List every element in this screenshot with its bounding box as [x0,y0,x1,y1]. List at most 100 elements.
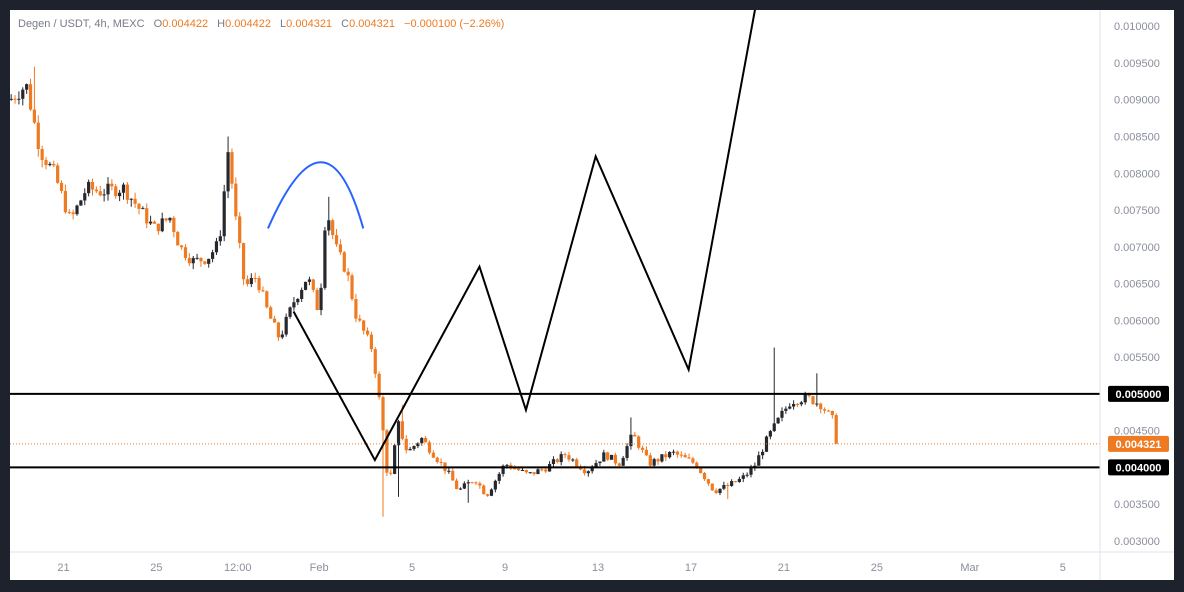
candle [563,452,567,459]
candle-body [269,307,273,319]
candle [191,255,195,270]
candle-body [381,397,385,431]
candle-body [400,421,404,439]
candle [222,184,226,242]
current-price-tag: 0.004321 [1108,435,1169,452]
candle [435,456,439,464]
candle-body [172,217,176,233]
candle [334,228,339,247]
candle [172,215,176,238]
candle-body [435,457,439,462]
candle-body [377,373,381,398]
candle-body [571,459,575,461]
candle [730,479,734,487]
candle [346,268,350,282]
candle-body [625,446,629,458]
candle-body [671,451,676,453]
candle-body [241,243,246,280]
candle-body [10,98,13,100]
price-tick-label: 0.003000 [1114,536,1160,548]
candle-body [687,457,691,459]
candle-body [815,403,819,405]
candle [706,478,710,487]
candle [451,467,455,481]
price-tick-label: 0.006000 [1114,315,1160,327]
candle [718,488,722,496]
candle [675,450,680,458]
time-tick-label: 21 [778,562,790,574]
candle-body [613,454,618,464]
candle [32,66,37,125]
candle-body [354,299,358,319]
candle-body [296,298,300,303]
candle-body [137,203,141,209]
candle-body [199,257,203,262]
candle [737,476,741,483]
candle-body [799,402,803,405]
candle [424,435,428,443]
candle [598,461,602,466]
candle-body [385,430,389,473]
candle [377,371,381,400]
candle-body [455,480,459,489]
candle-body [497,473,501,481]
candles [10,66,838,517]
candle [288,306,292,319]
candle [536,468,540,475]
candle [152,220,157,224]
candle-body [75,205,79,215]
candle-body [280,334,284,338]
candle-body [249,277,253,285]
candle [129,198,133,207]
price-chart[interactable]: 0.010000 0.009500 0.009000 0.008500 0.008000… [10,10,1174,580]
candle-body [420,437,424,444]
candle [207,258,211,268]
candle-body [141,208,145,210]
candle [44,156,48,170]
time-tick-label: Mar [960,562,979,574]
candle [114,183,118,199]
candle [389,469,393,476]
candle-body [822,409,827,411]
candle-body [776,417,780,424]
candle [269,305,273,319]
candle-body [741,475,745,479]
candle-body [164,218,168,221]
candle-body [644,449,649,456]
legend-close-key: C [341,18,350,30]
candle [788,403,792,410]
candle [133,192,137,208]
candle [567,452,571,462]
legend-close: 0.004321 [349,18,395,30]
candle [176,230,180,246]
candle-body [152,221,157,224]
candle-body [98,191,102,196]
candle-body [40,149,44,161]
candle-body [133,198,137,204]
candle [110,179,114,191]
candle-body [656,459,660,462]
candle [664,451,668,462]
candle-body [358,318,362,321]
candle-body [501,465,505,474]
legend-open-key: O [153,18,163,30]
candle [834,413,838,444]
candle [815,373,819,407]
candle [121,182,126,200]
candle [726,482,730,500]
legend-high: 0.004422 [225,18,271,30]
candle-body [424,437,428,443]
price-tick-label: 0.009000 [1114,95,1160,107]
candle-body [79,200,83,206]
candle [338,239,343,255]
candle [195,253,199,260]
symbol-legend[interactable]: Degen / USDT, 4h, MEXC O0.004422 H0.0044… [18,18,504,30]
candle [249,273,253,288]
candle-body [412,446,416,449]
candle-body [214,241,219,253]
candle-body [183,247,188,258]
candle [13,95,17,104]
candle-body [257,278,261,291]
candle [59,180,64,194]
candle-body [586,471,590,474]
